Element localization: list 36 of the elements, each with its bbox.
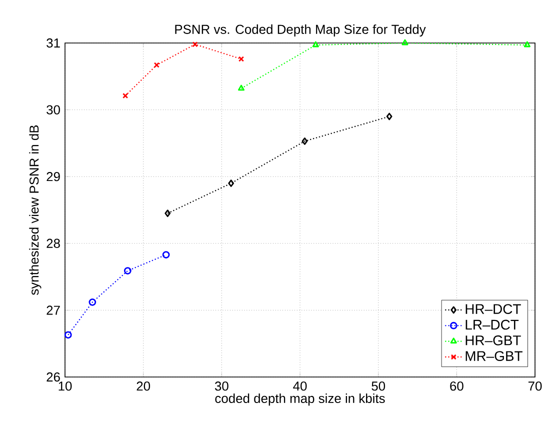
x-tick-label: 50 [372, 382, 386, 391]
y-tick-label: 27 [46, 306, 60, 315]
y-axis-title: synthesized view PSNR in dB [29, 125, 42, 295]
point [88, 298, 96, 306]
y-tick-label: 26 [46, 372, 60, 382]
chart-title: PSNR vs. Coded Depth Map Size for Teddy [175, 24, 426, 37]
y-tick-label: 28 [46, 238, 60, 248]
y-tick-label: 31 [46, 38, 60, 48]
point [122, 92, 128, 99]
legend-label: HR–GBT [466, 335, 521, 346]
point [302, 138, 308, 145]
point [386, 112, 392, 120]
x-tick-label: 60 [450, 382, 464, 391]
legend-label: LR–DCT [466, 320, 519, 330]
point [154, 62, 160, 68]
point [124, 267, 132, 274]
point [228, 180, 234, 187]
point [238, 56, 244, 62]
point [524, 41, 530, 48]
x-tick-label: 20 [136, 382, 150, 391]
legend-label: MR–GBT [466, 351, 522, 361]
x-axis-title: coded depth map size in kbits [215, 394, 385, 406]
x-tick-label: 10 [58, 382, 72, 391]
point [312, 41, 319, 48]
point [192, 42, 198, 48]
x-tick-label: 40 [293, 382, 307, 391]
point [162, 251, 170, 258]
x-tick-label: 30 [214, 382, 228, 391]
legend-label: HR–DCT [466, 304, 521, 314]
point [238, 84, 245, 91]
point [64, 331, 72, 339]
point [402, 39, 408, 46]
y-tick-label: 29 [46, 172, 60, 182]
x-tick-label: 70 [528, 382, 542, 391]
y-tick-label: 30 [46, 105, 60, 114]
point [164, 210, 171, 218]
